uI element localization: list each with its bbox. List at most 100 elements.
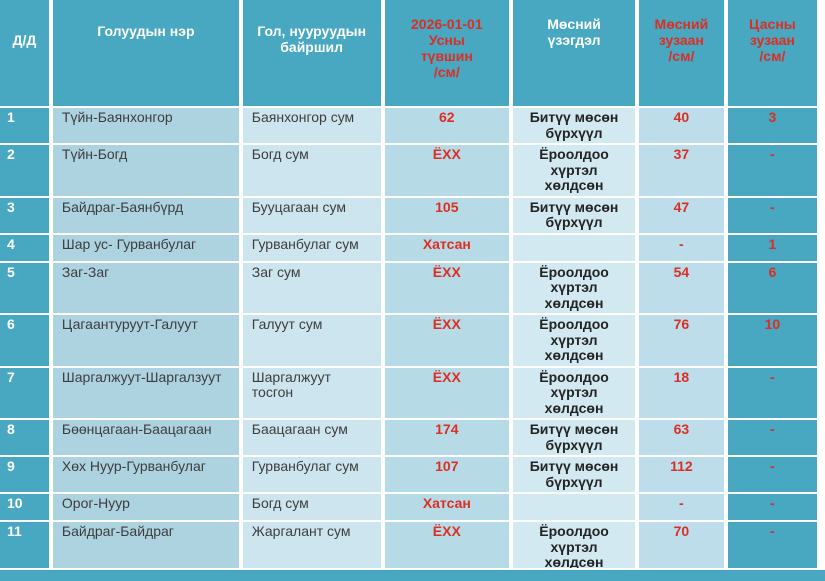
table-row: 3 Байдраг-Баянбүрд Бууцагаан сум 105 Бит… [0,197,817,233]
ice-phenomenon-cell: Ёроолдоо хүртэл хөлдсөн [513,367,635,418]
row-number-cell: 7 [0,367,49,418]
ice-thickness-cell: 54 [638,262,724,313]
river-name-cell: Бөөнцагаан-Баацагаан [52,420,239,455]
ice-thickness-cell: - [638,234,724,261]
ice-thickness-cell: 112 [638,457,724,492]
ice-phenomenon-cell: Битүү мөсөн бүрхүүл [513,457,635,492]
ice-thickness-cell: - [638,494,724,520]
header-water-level: 2026-01-01 Усны түвшин /см/ [384,0,510,106]
location-cell: Галуут сум [242,315,381,366]
water-level-cell: ЁХХ [384,522,510,573]
table-row: 10 Орог-Нуур Богд сум Хатсан - - [0,494,817,520]
water-level-cell: ЁХХ [384,262,510,313]
river-name-cell: Орог-Нуур [52,494,239,520]
ice-phenomenon-cell [513,234,635,261]
river-name-cell: Заг-Заг [52,262,239,313]
ice-phenomenon-cell: Битүү мөсөн бүрхүүл [513,197,635,233]
location-cell: Жаргалант сум [242,522,381,573]
ice-phenomenon-cell [513,494,635,520]
ice-thickness-cell: 70 [638,522,724,573]
ice-phenomenon-cell: Ёроолдоо хүртэл хөлдсөн [513,145,635,196]
header-row-number: Д/Д [0,0,49,106]
water-level-cell: ЁХХ [384,367,510,418]
snow-thickness-cell: - [727,494,817,520]
water-level-cell: 105 [384,197,510,233]
ice-thickness-cell: 47 [638,197,724,233]
table-row: 5 Заг-Заг Заг сум ЁХХ Ёроолдоо хүртэл хө… [0,262,817,313]
water-level-cell: 174 [384,420,510,455]
snow-thickness-cell: 10 [727,315,817,366]
location-cell: Богд сум [242,145,381,196]
river-name-cell: Түйн-Баянхонгор [52,108,239,143]
row-number-cell: 3 [0,197,49,233]
row-number-cell: 11 [0,522,49,573]
water-level-cell: 107 [384,457,510,492]
table-row: 1 Түйн-Баянхонгор Баянхонгор сум 62 Битү… [0,108,817,143]
snow-thickness-cell: - [727,522,817,573]
header-snow-thickness: Цасны зузаан /см/ [727,0,817,106]
location-cell: Гурванбулаг сум [242,457,381,492]
table-row: 8 Бөөнцагаан-Баацагаан Баацагаан сум 174… [0,420,817,455]
ice-thickness-cell: 37 [638,145,724,196]
table-row: 4 Шар ус- Гурванбулаг Гурванбулаг сум Ха… [0,234,817,261]
water-level-cell: ЁХХ [384,145,510,196]
ice-phenomenon-cell: Ёроолдоо хүртэл хөлдсөн [513,522,635,573]
snow-thickness-cell: 6 [727,262,817,313]
snow-thickness-cell: - [727,457,817,492]
table-body: 1 Түйн-Баянхонгор Баянхонгор сум 62 Битү… [0,108,817,573]
snow-thickness-cell: - [727,367,817,418]
location-cell: Бууцагаан сум [242,197,381,233]
ice-phenomenon-cell: Битүү мөсөн бүрхүүл [513,108,635,143]
location-cell: Заг сум [242,262,381,313]
row-number-cell: 9 [0,457,49,492]
table-row: 6 Цагаантуруут-Галуут Галуут сум ЁХХ Ёро… [0,315,817,366]
water-level-cell: ЁХХ [384,315,510,366]
row-number-cell: 5 [0,262,49,313]
table-row: 2 Түйн-Богд Богд сум ЁХХ Ёроолдоо хүртэл… [0,145,817,196]
ice-thickness-cell: 18 [638,367,724,418]
ice-phenomenon-cell: Ёроолдоо хүртэл хөлдсөн [513,262,635,313]
water-level-cell: Хатсан [384,234,510,261]
snow-thickness-cell: - [727,197,817,233]
table-row: 11 Байдраг-Байдраг Жаргалант сум ЁХХ Ёро… [0,522,817,573]
snow-thickness-cell: 1 [727,234,817,261]
header-ice-phenomenon: Мөсний үзэгдэл [513,0,635,106]
location-cell: Шаргалжуут тосгон [242,367,381,418]
row-number-cell: 4 [0,234,49,261]
river-name-cell: Байдраг-Байдраг [52,522,239,573]
river-name-cell: Шар ус- Гурванбулаг [52,234,239,261]
river-name-cell: Шаргалжуут-Шаргалзуут [52,367,239,418]
location-cell: Баянхонгор сум [242,108,381,143]
row-number-cell: 10 [0,494,49,520]
row-number-cell: 2 [0,145,49,196]
table-row: 9 Хөх Нуур-Гурванбулаг Гурванбулаг сум 1… [0,457,817,492]
location-cell: Баацагаан сум [242,420,381,455]
row-number-cell: 8 [0,420,49,455]
header-location: Гол, нууруудын байршил [242,0,381,106]
river-name-cell: Цагаантуруут-Галуут [52,315,239,366]
ice-thickness-cell: 40 [638,108,724,143]
table-bottom-cut-row [0,568,825,581]
snow-thickness-cell: 3 [727,108,817,143]
snow-thickness-cell: - [727,420,817,455]
river-name-cell: Түйн-Богд [52,145,239,196]
table-header-row: Д/Д Голуудын нэр Гол, нууруудын байршил … [0,0,817,106]
water-level-cell: 62 [384,108,510,143]
snow-thickness-cell: - [727,145,817,196]
river-name-cell: Хөх Нуур-Гурванбулаг [52,457,239,492]
header-river-name: Голуудын нэр [52,0,239,106]
table-row: 7 Шаргалжуут-Шаргалзуут Шаргалжуут тосго… [0,367,817,418]
row-number-cell: 1 [0,108,49,143]
location-cell: Гурванбулаг сум [242,234,381,261]
ice-thickness-cell: 63 [638,420,724,455]
ice-thickness-cell: 76 [638,315,724,366]
header-ice-thickness: Мөсний зузаан /см/ [638,0,724,106]
river-name-cell: Байдраг-Баянбүрд [52,197,239,233]
row-number-cell: 6 [0,315,49,366]
ice-phenomenon-cell: Ёроолдоо хүртэл хөлдсөн [513,315,635,366]
location-cell: Богд сум [242,494,381,520]
ice-phenomenon-cell: Битүү мөсөн бүрхүүл [513,420,635,455]
water-level-cell: Хатсан [384,494,510,520]
